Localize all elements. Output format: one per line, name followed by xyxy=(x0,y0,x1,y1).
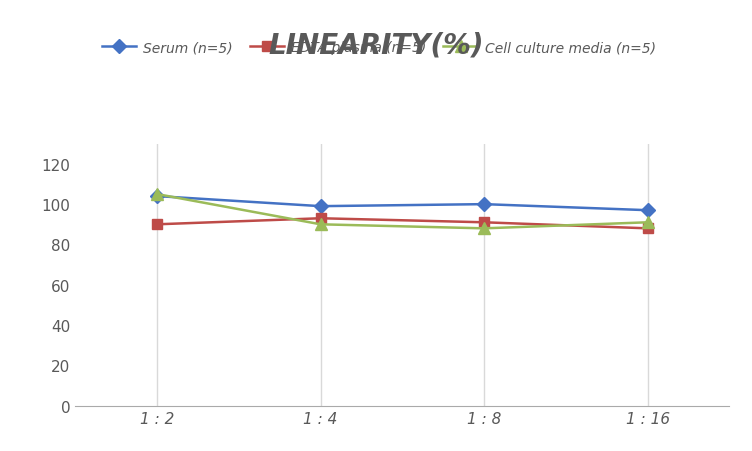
Serum (n=5) xyxy=(480,202,489,207)
Serum (n=5) xyxy=(153,194,162,199)
Serum (n=5) xyxy=(316,204,325,209)
EDTA plasma (n=5) xyxy=(316,216,325,221)
EDTA plasma (n=5) xyxy=(643,226,652,231)
Cell culture media (n=5) xyxy=(480,226,489,231)
EDTA plasma (n=5) xyxy=(153,222,162,227)
Legend: Serum (n=5), EDTA plasma (n=5), Cell culture media (n=5): Serum (n=5), EDTA plasma (n=5), Cell cul… xyxy=(102,41,656,55)
EDTA plasma (n=5) xyxy=(480,220,489,226)
Cell culture media (n=5) xyxy=(643,220,652,226)
Cell culture media (n=5) xyxy=(316,222,325,227)
Line: Cell culture media (n=5): Cell culture media (n=5) xyxy=(151,189,653,235)
Serum (n=5) xyxy=(643,208,652,213)
Line: Serum (n=5): Serum (n=5) xyxy=(152,192,653,216)
Text: LINEARITY(%): LINEARITY(%) xyxy=(268,32,484,60)
Line: EDTA plasma (n=5): EDTA plasma (n=5) xyxy=(152,214,653,234)
Cell culture media (n=5) xyxy=(153,192,162,198)
